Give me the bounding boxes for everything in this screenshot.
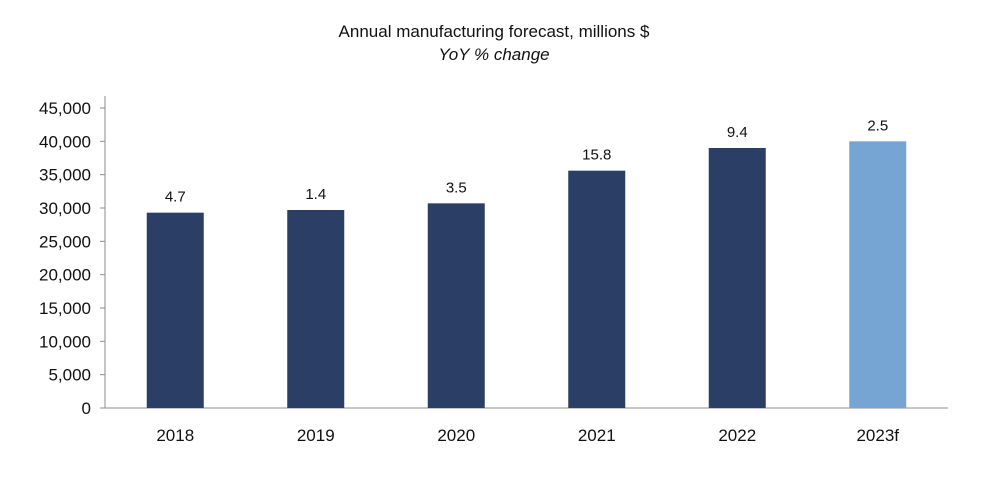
bar-2021 xyxy=(568,170,626,408)
x-tick-label-2019: 2019 xyxy=(297,426,335,445)
data-label-2023f: 2.5 xyxy=(867,117,888,134)
y-tick-label: 30,000 xyxy=(39,199,91,218)
y-tick-label: 45,000 xyxy=(39,99,91,118)
bar-2023f xyxy=(849,141,907,409)
y-tick-label: 20,000 xyxy=(39,266,91,285)
bar-2019 xyxy=(287,210,345,408)
x-tick-label-2021: 2021 xyxy=(578,426,616,445)
data-label-2018: 4.7 xyxy=(165,189,186,206)
y-tick-label: 40,000 xyxy=(39,132,91,151)
chart-title: Annual manufacturing forecast, millions … xyxy=(338,22,650,41)
y-tick-label: 10,000 xyxy=(39,332,91,351)
bar-2018 xyxy=(146,212,204,408)
x-tick-label-2023f: 2023f xyxy=(856,426,899,445)
y-tick-label: 0 xyxy=(82,399,91,418)
bar-2020 xyxy=(427,203,485,408)
y-tick-label: 5,000 xyxy=(48,366,91,385)
bar-2022 xyxy=(708,148,766,408)
x-tick-label-2018: 2018 xyxy=(156,426,194,445)
data-label-2022: 9.4 xyxy=(727,124,748,141)
data-label-2020: 3.5 xyxy=(446,179,467,196)
y-tick-label: 15,000 xyxy=(39,299,91,318)
data-label-2019: 1.4 xyxy=(305,186,326,203)
data-label-2021: 15.8 xyxy=(582,147,611,164)
x-tick-label-2022: 2022 xyxy=(718,426,756,445)
chart-subtitle: YoY % change xyxy=(438,45,550,64)
x-tick-label-2020: 2020 xyxy=(437,426,475,445)
y-tick-label: 35,000 xyxy=(39,166,91,185)
y-tick-label: 25,000 xyxy=(39,232,91,251)
